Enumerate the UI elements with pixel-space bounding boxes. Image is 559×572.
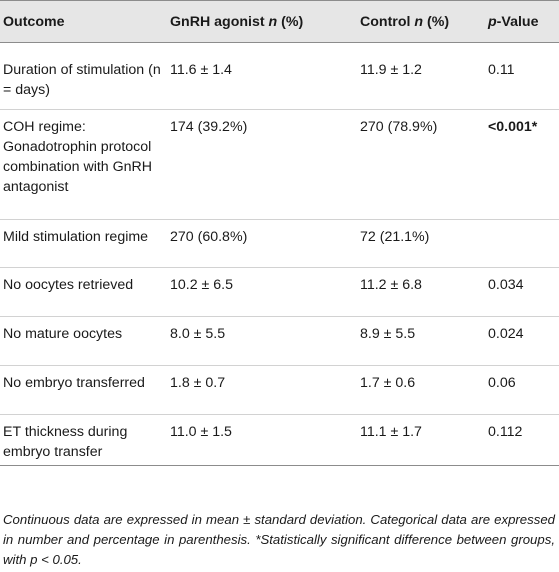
cell-agonist: 8.0 ± 5.5 [170,326,226,342]
cell-control: 8.9 ± 5.5 [360,326,416,342]
table-footnote: Continuous data are expressed in mean ± … [3,512,555,567]
cell-outcome: Mild stimulation regime [3,229,149,245]
cell-outcome: Duration of stimulation (n = days) [3,62,161,98]
cell-p-value: 0.034 [488,277,524,293]
cell-control: 11.2 ± 6.8 [360,277,422,293]
table-row: No embryo transferred 1.8 ± 0.7 1.7 ± 0.… [0,366,559,415]
cell-p-value [483,220,559,268]
cell-p-value: 0.024 [488,326,524,342]
cell-agonist: 174 (39.2%) [170,119,248,135]
header-agonist-text: GnRH agonist [170,13,269,30]
cell-control: 1.7 ± 0.6 [360,375,416,391]
header-control-n: n [414,13,424,30]
header-p-italic: p [488,13,497,30]
cell-control: 72 (21.1%) [360,229,430,245]
table-row: COH regime: Gonadotrophin protocol combi… [0,110,559,220]
cell-outcome: No embryo transferred [3,375,145,391]
header-agonist-n: n [268,13,278,30]
header-row: Outcome GnRH agonist n (%) Control n (%)… [0,0,559,43]
header-control: Control n (%) [355,0,483,43]
table-header: Outcome GnRH agonist n (%) Control n (%)… [0,0,559,43]
cell-p-value: 0.06 [488,375,516,391]
header-agonist-pct: (%) [277,13,304,30]
header-control-pct: (%) [423,13,450,30]
cell-agonist: 270 (60.8%) [170,229,248,245]
results-table: Outcome GnRH agonist n (%) Control n (%)… [0,0,559,466]
cell-agonist: 1.8 ± 0.7 [170,375,226,391]
table-row: Duration of stimulation (n = days) 11.6 … [0,43,559,110]
cell-p-value: 0.112 [488,424,523,440]
cell-outcome: No mature oocytes [3,326,123,342]
cell-outcome: ET thickness during embryo transfer [3,424,128,460]
table-body: Duration of stimulation (n = days) 11.6 … [0,43,559,466]
cell-p-value: <0.001* [488,119,538,135]
cell-outcome: No oocytes retrieved [3,277,134,293]
table-row: No mature oocytes 8.0 ± 5.5 8.9 ± 5.5 0.… [0,317,559,366]
table-row: ET thickness during embryo transfer 11.0… [0,415,559,466]
cell-agonist: 11.6 ± 1.4 [170,62,232,78]
table-row: Mild stimulation regime 270 (60.8%) 72 (… [0,220,559,268]
header-p-rest: -Value [496,13,539,30]
cell-agonist: 11.0 ± 1.5 [170,424,232,440]
header-outcome: Outcome [0,0,165,43]
header-p-value: p-Value [483,0,559,43]
cell-control: 11.9 ± 1.2 [360,62,422,78]
cell-outcome: COH regime: Gonadotrophin protocol combi… [3,119,153,195]
header-gnrh-agonist: GnRH agonist n (%) [165,0,355,43]
cell-control: 270 (78.9%) [360,119,438,135]
cell-p-value: 0.11 [488,62,515,78]
table-row: No oocytes retrieved 10.2 ± 6.5 11.2 ± 6… [0,268,559,317]
cell-control: 11.1 ± 1.7 [360,424,422,440]
header-control-text: Control [360,13,415,30]
cell-agonist: 10.2 ± 6.5 [170,277,234,293]
